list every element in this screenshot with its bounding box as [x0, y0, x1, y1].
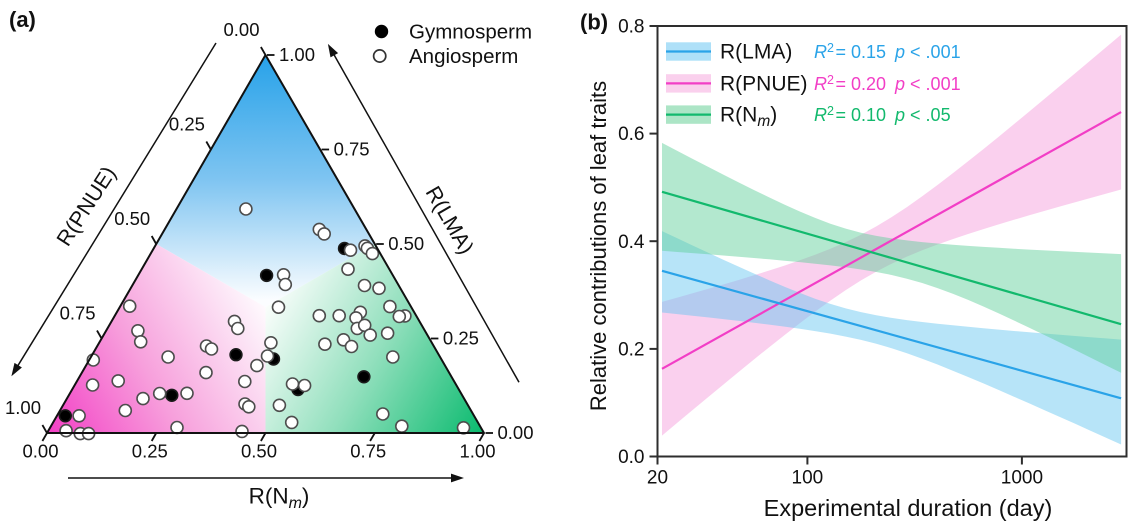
- svg-text:0.25: 0.25: [443, 328, 479, 349]
- svg-text:0.6: 0.6: [618, 124, 644, 145]
- svg-text:1000: 1000: [1001, 468, 1043, 489]
- svg-text:0.00: 0.00: [223, 19, 259, 40]
- svg-text:0.25: 0.25: [132, 441, 168, 462]
- svg-text:R(LMA): R(LMA): [720, 41, 792, 64]
- svg-text:Experimental duration (day): Experimental duration (day): [764, 495, 1053, 521]
- svg-text:Angiosperm: Angiosperm: [409, 45, 518, 68]
- svg-text:0.75: 0.75: [350, 441, 386, 462]
- svg-text:(b): (b): [580, 10, 608, 35]
- svg-text:0.50: 0.50: [114, 208, 150, 229]
- svg-text:Relative contributions of leaf: Relative contributions of leaf traits: [586, 81, 611, 411]
- svg-text:0.25: 0.25: [169, 114, 205, 135]
- svg-text:0.8: 0.8: [618, 17, 644, 38]
- svg-text:0.2: 0.2: [618, 339, 644, 360]
- svg-text:0.50: 0.50: [241, 441, 277, 462]
- svg-text:(a): (a): [9, 7, 36, 32]
- svg-text:20: 20: [647, 468, 668, 489]
- svg-text:0.4: 0.4: [618, 232, 645, 253]
- svg-text:Gymnosperm: Gymnosperm: [409, 21, 532, 44]
- svg-text:0.50: 0.50: [388, 233, 424, 254]
- svg-text:0.00: 0.00: [22, 441, 58, 462]
- svg-text:1.00: 1.00: [459, 441, 495, 462]
- svg-text:0.75: 0.75: [60, 303, 96, 324]
- svg-text:0.0: 0.0: [618, 447, 644, 468]
- svg-text:100: 100: [792, 468, 824, 489]
- svg-text:0.00: 0.00: [498, 422, 534, 443]
- svg-text:0.75: 0.75: [334, 139, 370, 160]
- svg-text:R2 = 0.10 p < .05: R2 = 0.10 p < .05: [814, 104, 951, 125]
- svg-text:1.00: 1.00: [5, 397, 41, 418]
- svg-text:R(PNUE): R(PNUE): [720, 72, 808, 95]
- svg-text:1.00: 1.00: [279, 44, 315, 65]
